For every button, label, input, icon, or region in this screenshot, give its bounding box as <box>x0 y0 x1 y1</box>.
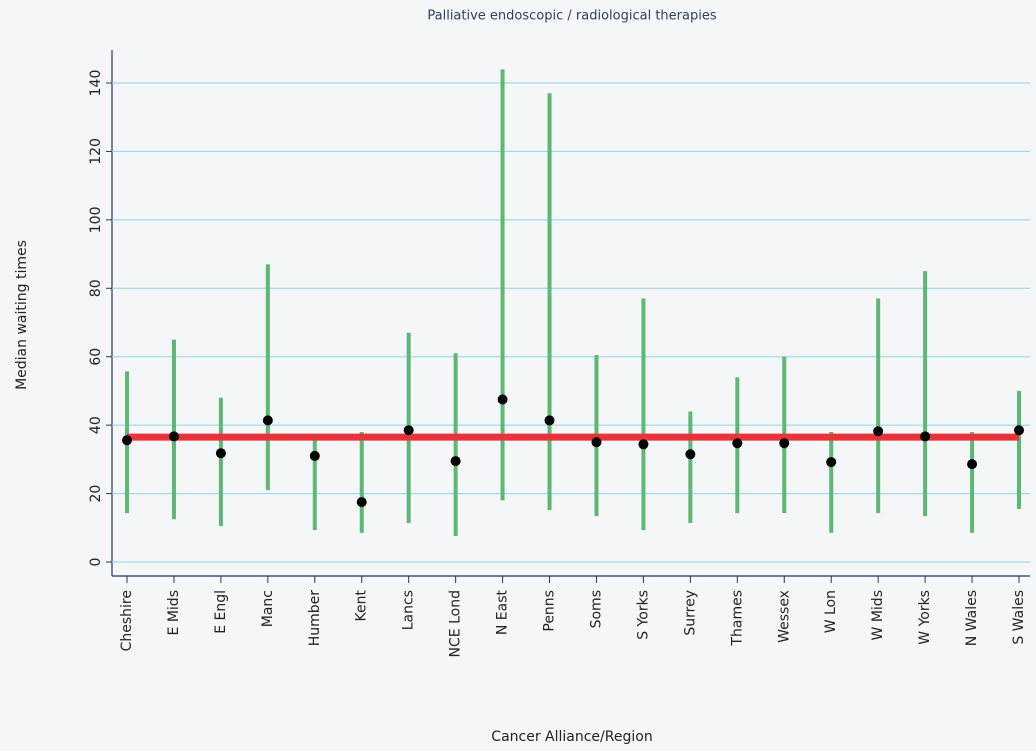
median-point <box>826 457 837 468</box>
median-point <box>920 431 931 442</box>
x-axis-label: Cancer Alliance/Region <box>491 729 652 745</box>
x-tick-label: W Yorks <box>917 590 933 645</box>
x-tick-label: Penns <box>542 590 558 632</box>
x-tick-label: E Engl <box>213 590 229 634</box>
median-point <box>403 425 414 436</box>
x-tick-label: Manc <box>260 590 276 627</box>
y-tick-label: 60 <box>88 348 104 366</box>
median-point <box>262 415 273 426</box>
median-point <box>967 459 978 470</box>
median-point <box>779 438 790 449</box>
median-point <box>122 435 132 446</box>
y-tick-label: 100 <box>88 206 104 233</box>
median-point <box>356 497 367 508</box>
x-tick-label: W Mids <box>870 590 886 640</box>
x-tick-label: Soms <box>588 590 604 628</box>
median-point <box>309 450 320 461</box>
y-tick-label: 20 <box>88 485 104 503</box>
median-point <box>638 439 649 450</box>
median-point <box>732 438 743 449</box>
x-tick-label: Humber <box>307 590 323 647</box>
x-tick-label: E Mids <box>166 590 182 635</box>
x-tick-label: Cheshire <box>119 590 135 651</box>
median-point <box>591 437 602 448</box>
x-tick-label: Surrey <box>682 590 698 636</box>
median-point <box>497 394 508 405</box>
y-axis-label: Median waiting times <box>14 240 30 390</box>
median-point <box>168 431 179 442</box>
median-point <box>873 426 884 437</box>
x-tick-label: S Yorks <box>635 590 651 640</box>
y-tick-label: 0 <box>88 558 104 567</box>
median-point <box>215 448 226 459</box>
x-tick-label: N East <box>495 589 511 635</box>
median-point <box>544 415 555 426</box>
median-point <box>450 456 461 467</box>
x-tick-label: NCE Lond <box>448 590 464 657</box>
x-tick-label: Thames <box>729 590 745 647</box>
y-tick-label: 80 <box>88 279 104 297</box>
chart-title: Palliative endoscopic / radiological the… <box>427 9 716 24</box>
x-tick-label: Lancs <box>401 590 417 630</box>
y-tick-label: 140 <box>88 70 104 97</box>
x-tick-label: Kent <box>354 589 370 621</box>
x-tick-label: N Wales <box>964 590 980 646</box>
y-tick-label: 120 <box>88 138 104 165</box>
median-point <box>1014 425 1024 436</box>
x-tick-label: W Lon <box>823 590 839 633</box>
x-tick-label: S Wales <box>1011 590 1027 645</box>
y-tick-label: 40 <box>88 416 104 434</box>
x-tick-label: Wessex <box>776 590 792 643</box>
median-point <box>685 449 696 460</box>
